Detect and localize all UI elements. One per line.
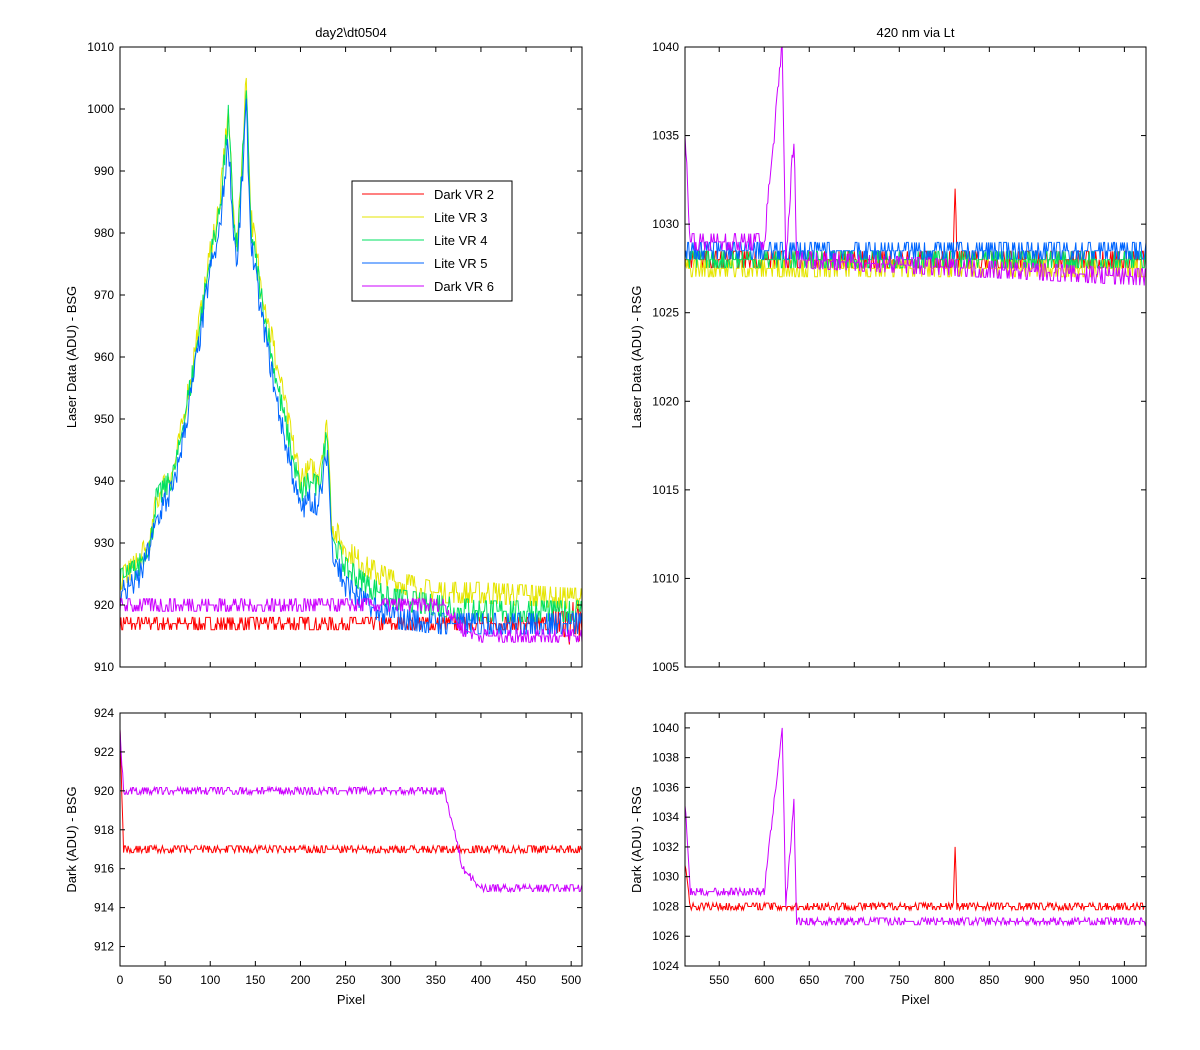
x-tick-label: 450 [516,973,536,987]
y-tick-label: 1015 [652,483,679,497]
y-axis-label: Laser Data (ADU) - RSG [629,285,644,428]
y-axis-label: Dark (ADU) - RSG [629,786,644,893]
panel-top-left: 910 920 930 940 950 960 970 980 990 1000 1010 day2\… [64,25,583,674]
y-tick-label: 1034 [652,810,679,824]
legend: Dark VR 2 Lite VR 3 Lite VR 4 Lite VR 5 Dark… [351,180,513,302]
x-tick-label: 550 [709,973,729,987]
y-tick-label: 924 [94,706,114,720]
plot-area [685,713,1146,966]
series-line-dark-vr-6 [120,729,582,894]
legend-box [351,180,513,302]
x-tick-label: 100 [200,973,220,987]
series-group [685,47,1146,286]
y-tick-label: 910 [94,660,114,674]
x-tick-label: 750 [889,973,909,987]
y-tick-label: 1028 [652,899,679,913]
legend-label: Lite VR 3 [434,210,487,225]
y-tick-label: 1030 [652,217,679,231]
series-line-dark-vr-6 [120,598,582,643]
y-tick-label: 920 [94,598,114,612]
x-tick-label: 900 [1024,973,1044,987]
x-tick-label: 1000 [1111,973,1138,987]
panel-bottom-left: 912 914 916 918 920 922 924 0 50 100 150 200 250 300 3… [64,706,583,1007]
x-tick-label: 400 [471,973,491,987]
x-tick-label: 500 [561,973,581,987]
series-line-dark-vr-6 [685,47,1146,286]
legend-label: Dark VR 6 [434,279,494,294]
x-tick-label: 700 [844,973,864,987]
y-tick-label: 1026 [652,929,679,943]
axes-frame [684,712,1147,967]
series-line-lite-vr-5 [120,98,582,635]
y-tick-label: 1025 [652,306,679,320]
y-tick-label: 1036 [652,780,679,794]
y-tick-label: 1040 [652,721,679,735]
x-tick-label: 950 [1069,973,1089,987]
series-line-dark-vr-2 [120,602,582,645]
x-tick-label: 150 [245,973,265,987]
y-axis-label: Laser Data (ADU) - BSG [64,286,79,428]
series-group [120,729,582,894]
y-tick-label: 1030 [652,870,679,884]
chart-title: 420 nm via Lt [876,25,954,40]
series-line-dark-vr-2 [120,729,582,855]
y-tick-label: 950 [94,412,114,426]
x-tick-label: 600 [754,973,774,987]
y-tick-label: 980 [94,226,114,240]
panel-top-right: 1005 1010 1015 1020 1025 1030 1035 1040 420 nm v… [629,25,1147,674]
x-tick-label: 200 [290,973,310,987]
series-group [120,77,582,645]
x-axis-label: Pixel [901,992,929,1007]
x-tick-label: 800 [934,973,954,987]
y-tick-label: 920 [94,784,114,798]
plot-area [685,47,1146,667]
x-tick-label: 350 [426,973,446,987]
legend-label: Lite VR 5 [434,256,487,271]
axes-frame [119,712,583,967]
series-line-dark-vr-6 [685,727,1146,927]
chart-title: day2\dt0504 [315,25,387,40]
x-axis-label: Pixel [337,992,365,1007]
y-tick-label: 1020 [652,394,679,408]
x-tick-label: 650 [799,973,819,987]
x-tick-label: 850 [979,973,999,987]
legend-label: Dark VR 2 [434,187,494,202]
y-tick-label: 914 [94,901,114,915]
panel-bottom-right: 1024 1026 1028 1030 1032 1034 1036 1038 1040 550 6… [629,712,1147,1007]
plot-area [120,713,582,966]
y-tick-label: 1010 [652,571,679,585]
y-tick-label: 922 [94,745,114,759]
y-axis-label: Dark (ADU) - BSG [64,786,79,892]
y-tick-label: 1038 [652,751,679,765]
series-line-lite-vr-3 [120,77,582,609]
series-line-dark-vr-2 [685,846,1146,912]
y-tick-label: 1035 [652,129,679,143]
y-tick-label: 918 [94,823,114,837]
y-tick-label: 930 [94,536,114,550]
y-tick-label: 1040 [652,40,679,54]
legend-label: Lite VR 4 [434,233,487,248]
x-tick-label: 250 [336,973,356,987]
axes-frame [684,46,1147,668]
y-tick-label: 1005 [652,660,679,674]
y-tick-label: 940 [94,474,114,488]
y-tick-label: 916 [94,862,114,876]
y-tick-label: 970 [94,288,114,302]
y-tick-label: 1024 [652,959,679,973]
x-tick-label: 50 [158,973,172,987]
series-group [685,727,1146,927]
series-line-lite-vr-4 [120,90,582,622]
y-tick-label: 960 [94,350,114,364]
y-tick-label: 912 [94,940,114,954]
y-tick-label: 990 [94,164,114,178]
x-tick-label: 0 [117,973,124,987]
y-tick-label: 1010 [87,40,114,54]
x-tick-label: 300 [381,973,401,987]
y-tick-label: 1032 [652,840,679,854]
y-tick-label: 1000 [87,102,114,116]
